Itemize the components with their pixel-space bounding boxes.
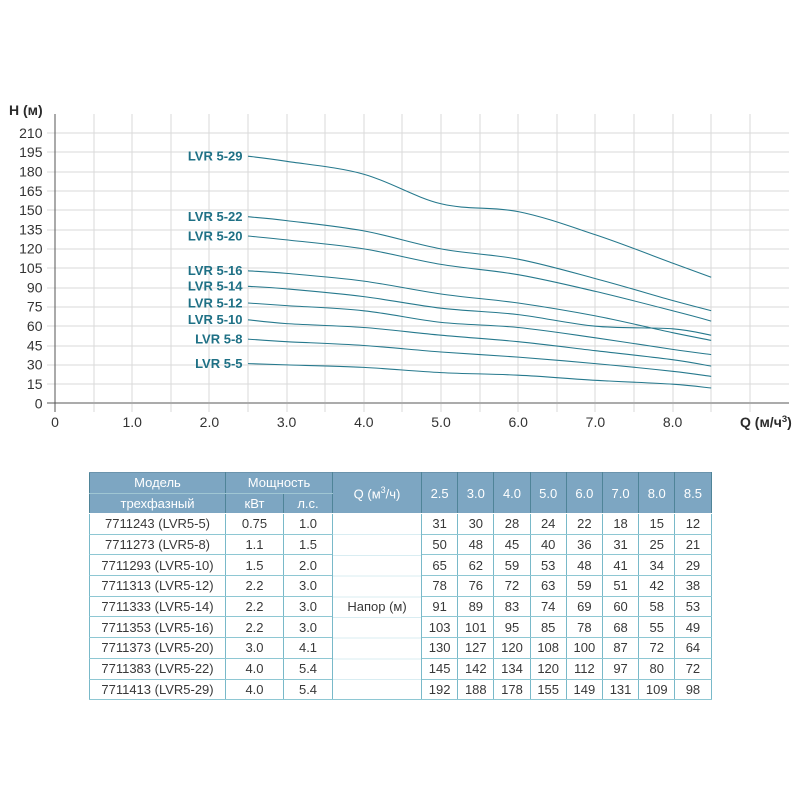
svg-text:15: 15 — [27, 376, 43, 392]
svg-text:H (м): H (м) — [9, 102, 43, 118]
svg-text:195: 195 — [19, 144, 43, 160]
svg-text:165: 165 — [19, 183, 43, 199]
svg-text:0: 0 — [51, 414, 59, 430]
svg-text:LVR 5-12: LVR 5-12 — [188, 295, 243, 310]
svg-text:LVR 5-10: LVR 5-10 — [188, 312, 243, 327]
svg-text:30: 30 — [27, 357, 43, 373]
svg-text:LVR 5-16: LVR 5-16 — [188, 263, 243, 278]
svg-text:Q (м/ч3): Q (м/ч3) — [740, 414, 792, 430]
svg-text:0: 0 — [35, 395, 43, 411]
svg-text:45: 45 — [27, 337, 43, 353]
svg-text:60: 60 — [27, 318, 43, 334]
svg-text:4.0: 4.0 — [354, 414, 374, 430]
svg-text:210: 210 — [19, 125, 43, 141]
svg-text:6.0: 6.0 — [508, 414, 528, 430]
svg-text:105: 105 — [19, 260, 43, 276]
svg-text:5.0: 5.0 — [431, 414, 451, 430]
svg-text:120: 120 — [19, 241, 43, 257]
svg-text:135: 135 — [19, 221, 43, 237]
svg-text:LVR 5-5: LVR 5-5 — [195, 356, 242, 371]
svg-text:90: 90 — [27, 279, 43, 295]
svg-text:3.0: 3.0 — [277, 414, 297, 430]
svg-text:2.0: 2.0 — [200, 414, 220, 430]
svg-text:75: 75 — [27, 299, 43, 315]
svg-text:LVR 5-8: LVR 5-8 — [195, 331, 242, 346]
svg-text:1.0: 1.0 — [122, 414, 142, 430]
svg-text:LVR 5-14: LVR 5-14 — [188, 279, 243, 294]
svg-text:7.0: 7.0 — [586, 414, 606, 430]
svg-text:LVR 5-20: LVR 5-20 — [188, 228, 243, 243]
svg-text:LVR 5-22: LVR 5-22 — [188, 209, 243, 224]
svg-text:180: 180 — [19, 163, 43, 179]
svg-text:150: 150 — [19, 202, 43, 218]
svg-text:LVR 5-29: LVR 5-29 — [188, 149, 243, 164]
svg-text:8.0: 8.0 — [663, 414, 683, 430]
